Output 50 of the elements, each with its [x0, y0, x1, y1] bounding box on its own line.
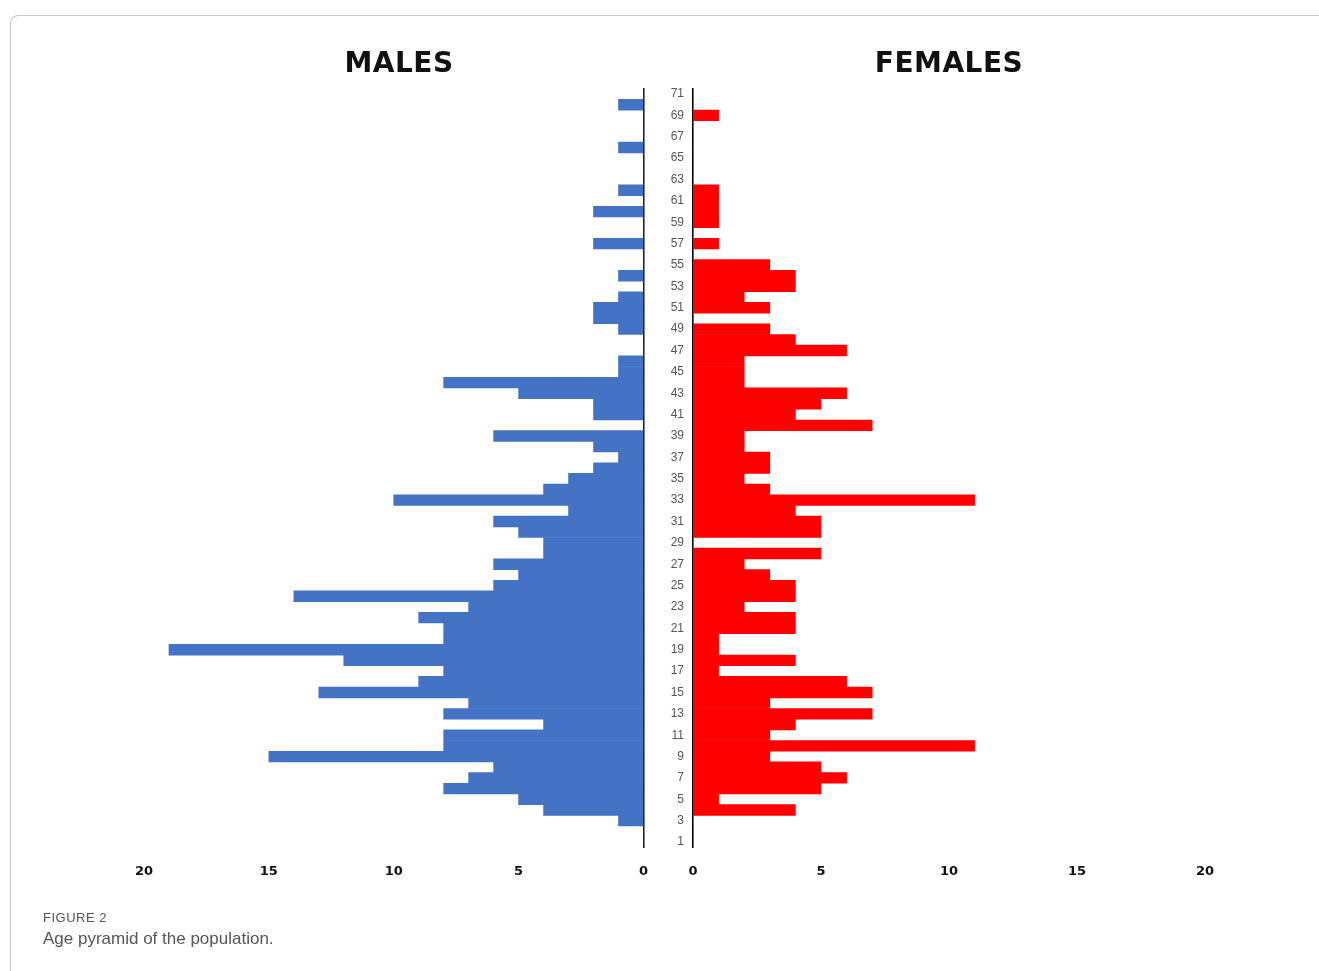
x-tick-label: 15	[1067, 862, 1087, 878]
y-tick-label: 59	[670, 214, 685, 229]
y-tick-label: 21	[670, 620, 685, 635]
y-tick-label: 17	[670, 663, 685, 678]
x-tick-label: 0	[638, 862, 648, 878]
y-tick-label: 45	[670, 364, 685, 379]
y-tick-label: 7	[677, 770, 685, 785]
y-tick-label: 15	[670, 684, 685, 699]
x-tick-label: 10	[939, 862, 959, 878]
y-tick-label: 1	[677, 834, 685, 849]
y-tick-label: 29	[670, 535, 685, 550]
caption: FIGURE 2	[43, 910, 108, 925]
y-tick-label: 47	[670, 342, 685, 357]
y-tick-label: 33	[670, 492, 685, 507]
y-tick-label: 31	[670, 513, 685, 528]
y-tick-label: 35	[670, 471, 685, 486]
y-tick-label: 43	[670, 385, 685, 400]
y-tick-label: 9	[677, 748, 685, 763]
y-tick-label: 63	[670, 171, 685, 186]
y-tick-label: 69	[670, 107, 685, 122]
chart-title: FEMALES	[873, 46, 1025, 79]
x-tick-label: 20	[134, 862, 154, 878]
y-tick-label: 57	[670, 235, 685, 250]
y-tick-label: 55	[670, 257, 685, 272]
y-tick-label: 49	[670, 321, 685, 336]
y-tick-label: 11	[671, 727, 685, 742]
y-tick-label: 51	[670, 300, 685, 315]
y-tick-label: 65	[670, 150, 685, 165]
y-tick-label: 3	[677, 813, 685, 827]
y-tick-label: 39	[670, 428, 685, 443]
y-tick-label: 23	[670, 599, 685, 614]
y-tick-label: 71	[670, 86, 685, 101]
y-tick-label: 61	[670, 193, 685, 208]
y-tick-label: 5	[677, 791, 685, 806]
text: Age pyramid of the population.	[43, 929, 274, 949]
y-tick-label: 67	[670, 129, 685, 144]
x-tick-label: 20	[1195, 862, 1215, 878]
x-tick-label: 10	[384, 862, 403, 878]
x-tick-label: 5	[816, 862, 826, 878]
y-tick-label: 53	[670, 278, 685, 293]
y-tick-label: 19	[670, 642, 685, 657]
y-tick-label: 37	[670, 449, 685, 464]
x-tick-label: 0	[688, 862, 698, 878]
y-tick-label: 13	[670, 706, 685, 721]
x-tick-label: 15	[259, 862, 278, 878]
x-tick-label: 5	[514, 862, 524, 878]
chart-title: MALES	[343, 46, 455, 79]
y-tick-label: 41	[670, 406, 685, 421]
y-tick-label: 25	[670, 577, 685, 592]
y-tick-label: 27	[670, 556, 685, 571]
